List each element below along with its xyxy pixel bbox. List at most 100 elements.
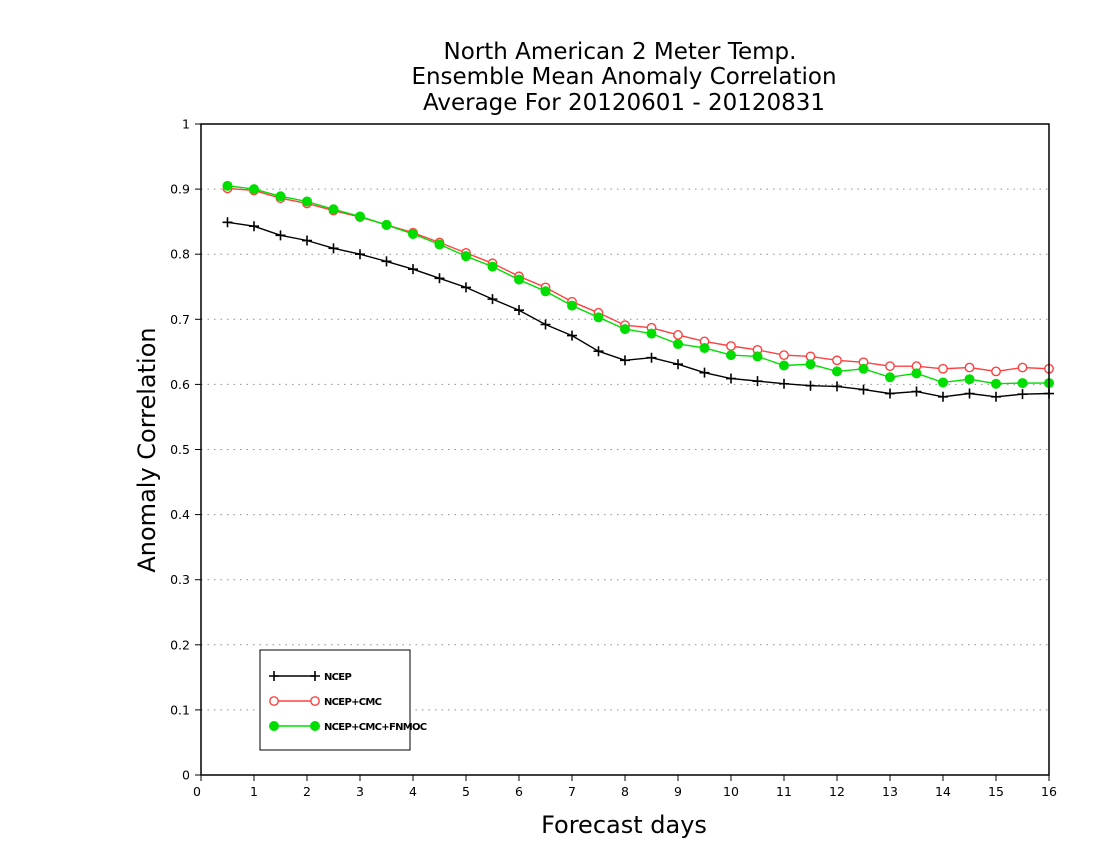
x-tick-label: 9 [674,784,682,799]
data-point [779,350,789,361]
data-point [805,380,816,391]
data-point [673,330,683,340]
data-point [805,359,816,370]
legend-marker [269,671,279,681]
x-tick-label: 2 [303,784,311,799]
data-point [301,196,312,207]
data-point [328,243,339,254]
legend-marker [309,721,320,732]
x-tick-label: 14 [935,784,951,799]
y-tick-label: 0.5 [170,442,190,457]
data-point [991,378,1002,389]
data-point [752,376,763,387]
y-tick-label: 0.3 [170,572,190,587]
data-point [1017,389,1028,400]
data-point [593,346,604,357]
data-point [540,319,551,330]
data-point [620,355,630,366]
y-tick-label: 0.9 [170,182,190,197]
legend-marker [269,696,279,706]
chart-title: North American 2 Meter Temp. Ensemble Me… [411,39,836,116]
y-tick-label: 0.7 [170,312,190,327]
data-point [885,372,896,383]
data-point [911,368,922,379]
series-ncep [222,217,1054,402]
legend-marker [310,671,320,681]
data-point [964,362,975,373]
series-line [227,221,1050,398]
x-tick-label: 10 [723,784,739,799]
y-tick-label: 0.6 [170,377,190,392]
x-tick-label: 16 [1041,784,1057,799]
plot-frame [200,123,1050,776]
data-point [938,391,948,402]
data-point [1017,378,1028,389]
x-tick-label: 3 [356,784,364,799]
data-point [434,273,445,284]
data-point [885,388,895,399]
y-tick-label: 0.1 [170,702,190,717]
data-point [699,342,710,353]
data-point [248,184,259,195]
y-tick-label: 0.8 [170,247,190,262]
data-point [726,341,736,351]
data-point [434,239,445,250]
chart-title-line-2: Ensemble Mean Anomaly Correlation [411,64,836,90]
data-point [964,374,975,385]
data-point [408,264,418,275]
x-tick-label: 11 [776,784,792,799]
data-point [726,373,736,384]
data-point [354,211,365,222]
data-point [858,363,869,374]
data-point [514,274,525,285]
x-tick-label: 4 [409,784,417,799]
data-point [381,219,392,230]
data-point [381,256,392,267]
data-point [487,294,498,305]
data-point [991,366,1001,377]
data-point [779,360,790,371]
legend-label: NCEP [324,672,351,683]
axis-ticks: 00.10.20.30.40.50.60.70.80.910 1 2 3 4 5 6 7 8 9 1… [170,117,1057,800]
series-line [227,187,1050,373]
y-tick-label: 0.4 [170,507,190,522]
legend-marker [310,696,320,706]
data-point [726,350,737,361]
data-point [885,361,895,372]
data-point [673,359,683,370]
data-point [514,305,524,316]
x-axis-label: Forecast days [541,811,707,839]
x-tick-label: 8 [621,784,629,799]
y-axis-label: Anomaly Correlation [133,327,161,572]
series-ncep-cmc-fnmoc [222,180,1055,389]
x-tick-label: 12 [829,784,845,799]
data-point [832,366,843,377]
data-point [302,235,312,246]
data-point [249,221,259,232]
x-tick-label: 6 [515,784,523,799]
data-point [832,355,842,366]
data-point [355,249,365,260]
data-point [460,251,471,262]
data-point [275,191,286,202]
data-point [593,312,604,323]
gridlines [201,188,1049,711]
data-point [991,391,1001,402]
data-point [222,217,233,228]
data-point [964,388,975,399]
y-tick-label: 1 [182,117,190,132]
data-point [938,363,948,374]
data-point [646,328,657,339]
data-point [832,381,842,392]
data-point [328,204,339,215]
chart-title-line-1: North American 2 Meter Temp. [444,39,797,65]
data-point [487,261,498,272]
y-tick-label: 0.2 [170,637,190,652]
data-point [911,386,922,397]
data-series [222,180,1055,402]
chart-title-line-3: Average For 20120601 - 20120831 [423,90,825,116]
data-point [673,339,684,350]
x-tick-label: 5 [462,784,470,799]
legend-label: NCEP+CMC [324,697,382,708]
